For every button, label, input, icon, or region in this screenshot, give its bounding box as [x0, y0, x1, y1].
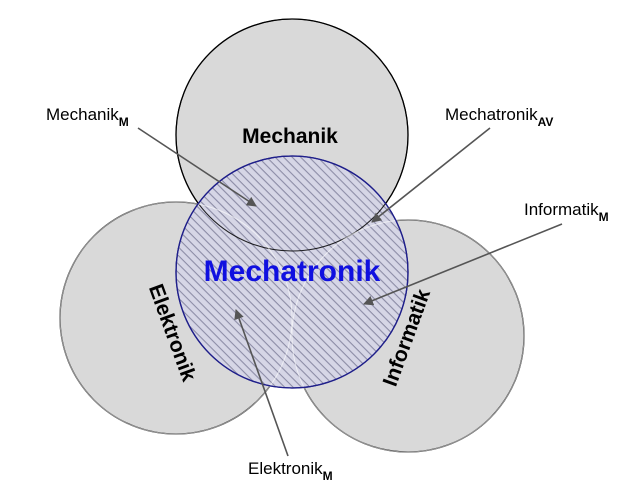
arrow-elektronik [234, 309, 289, 457]
arrow-mechanik [137, 127, 257, 207]
circle-informatik-outline [291, 219, 525, 453]
callout-informatik: InformatikM [524, 200, 609, 224]
callout-mechanik: MechanikM [46, 105, 129, 129]
callout-informatik-sub: M [599, 210, 609, 224]
callout-mechatronik-sub: AV [538, 115, 554, 129]
arrow-informatik [363, 223, 563, 306]
callout-mechanik-text: Mechanik [46, 105, 119, 124]
callout-mechatronik: MechatronikAV [445, 105, 553, 129]
label-mechanik: Mechanik [242, 125, 338, 148]
callout-mechatronik-text: Mechatronik [445, 105, 538, 124]
label-mechatronik: Mechatronik [204, 255, 381, 288]
arrow-mechatronik [371, 127, 491, 223]
callout-elektronik-text: Elektronik [248, 459, 323, 478]
callout-elektronik: ElektronikM [248, 459, 333, 483]
callout-informatik-text: Informatik [524, 200, 599, 219]
callout-elektronik-sub: M [323, 469, 333, 483]
callout-mechanik-sub: M [119, 115, 129, 129]
circle-mechatronik-outline [175, 155, 409, 389]
circle-mechanik-outline [175, 18, 409, 252]
circle-elektronik-outline [59, 201, 293, 435]
